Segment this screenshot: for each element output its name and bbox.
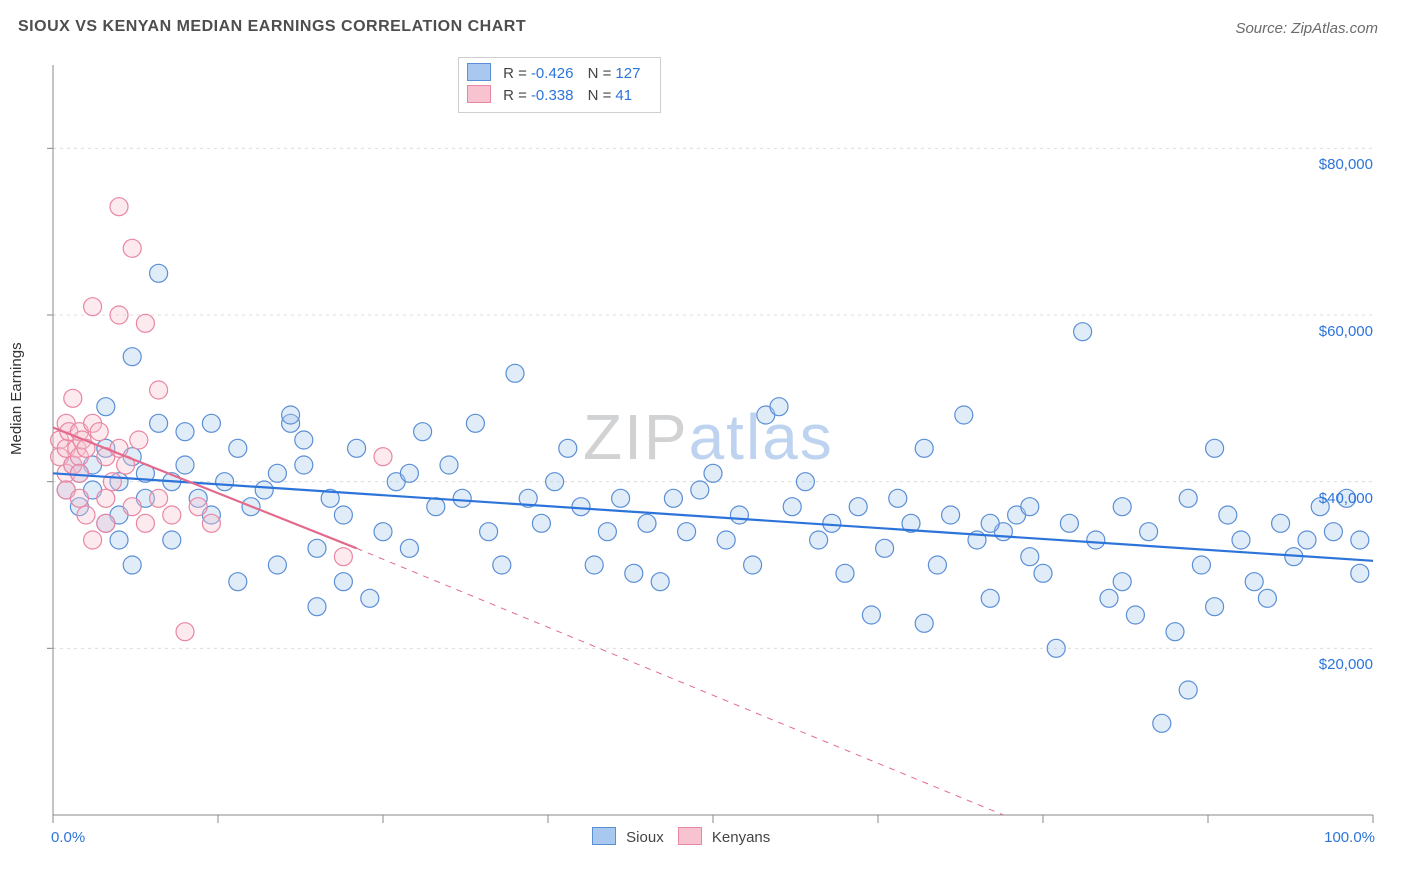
legend-swatch [592, 827, 616, 845]
legend-swatch [678, 827, 702, 845]
chart-container: Median Earnings R =-0.426 N =127 R =-0.3… [18, 55, 1388, 855]
y-tick-label: $60,000 [1293, 323, 1373, 340]
legend-series-label: Kenyans [712, 829, 770, 846]
y-axis-label: Median Earnings [8, 342, 25, 455]
source-label: Source: ZipAtlas.com [1235, 20, 1378, 37]
y-tick-label: $20,000 [1293, 656, 1373, 673]
x-axis-max-label: 100.0% [1324, 829, 1375, 846]
x-axis-min-label: 0.0% [51, 829, 85, 846]
legend-stats: R =-0.426 N =127 R =-0.338 N =41 [458, 57, 661, 113]
y-tick-label: $40,000 [1293, 490, 1373, 507]
legend-stat-row: R =-0.426 N =127 [467, 63, 650, 85]
y-tick-label: $80,000 [1293, 156, 1373, 173]
legend-series: Sioux Kenyans [578, 827, 770, 846]
chart-title: SIOUX VS KENYAN MEDIAN EARNINGS CORRELAT… [18, 18, 526, 35]
legend-series-label: Sioux [626, 829, 664, 846]
scatter-chart [18, 55, 1388, 855]
legend-stat-row: R =-0.338 N =41 [467, 85, 650, 107]
